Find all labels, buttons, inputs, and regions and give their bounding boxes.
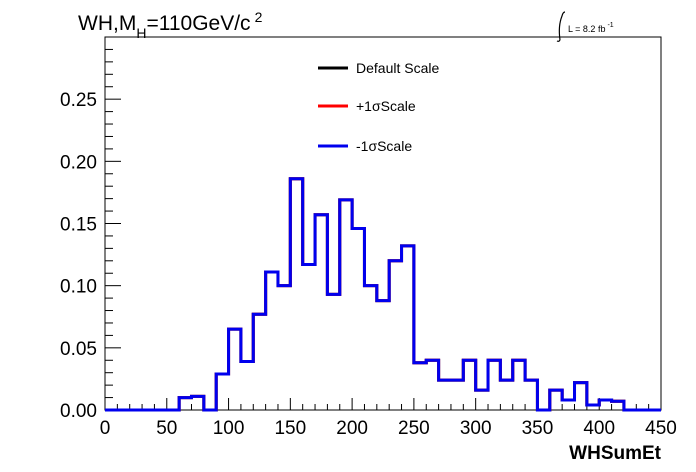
y-tick-label: 0.20	[60, 152, 97, 173]
x-tick-label: 150	[274, 418, 306, 439]
x-tick-label: 100	[213, 418, 245, 439]
x-tick-label: 250	[398, 418, 430, 439]
histogram-series-line	[105, 177, 661, 412]
x-tick-label: 350	[522, 418, 554, 439]
chart-title: WH,MH=110GeV/c 2	[78, 9, 263, 41]
y-tick-label: 0.15	[60, 215, 97, 236]
y-tick-label: 0.10	[60, 277, 97, 298]
integral-sign-icon	[558, 11, 566, 41]
x-axis-title: WHSumEt	[569, 443, 662, 464]
x-tick-label: 50	[156, 418, 177, 439]
title-main: WH,M	[78, 12, 136, 35]
y-axis: 0.00 0.05 0.10 0.15 0.20 0.25	[60, 48, 121, 422]
title-superscript: 2	[255, 9, 263, 25]
x-tick-label: 0	[100, 418, 111, 439]
luminosity-label: L = 8.2 fb -1	[556, 11, 614, 42]
histogram-series-line	[105, 177, 661, 412]
title-rest: =110GeV/c	[146, 12, 250, 35]
y-tick-label: 0.00	[60, 401, 97, 422]
y-tick-label: 0.05	[60, 339, 97, 360]
x-tick-label: 450	[645, 418, 677, 439]
legend-entry-label: -1σScale	[356, 138, 412, 154]
x-tick-label: 300	[460, 418, 492, 439]
histogram-series-line	[105, 177, 661, 412]
series-layer	[105, 177, 661, 412]
y-tick-label: 0.25	[60, 90, 97, 111]
legend-entry-label: Default Scale	[356, 60, 439, 76]
x-tick-label: 400	[583, 418, 615, 439]
x-tick-label: 200	[336, 418, 368, 439]
lumi-text: L = 8.2 fb -1	[568, 22, 614, 34]
title-subscript: H	[136, 25, 146, 41]
legend-entry-label: +1σScale	[356, 98, 416, 114]
plot-frame	[104, 36, 662, 411]
x-axis: 0 50 100 150 200 250 300 350 400 450	[100, 398, 677, 439]
legend: Default Scale +1σScale -1σScale	[318, 60, 439, 154]
